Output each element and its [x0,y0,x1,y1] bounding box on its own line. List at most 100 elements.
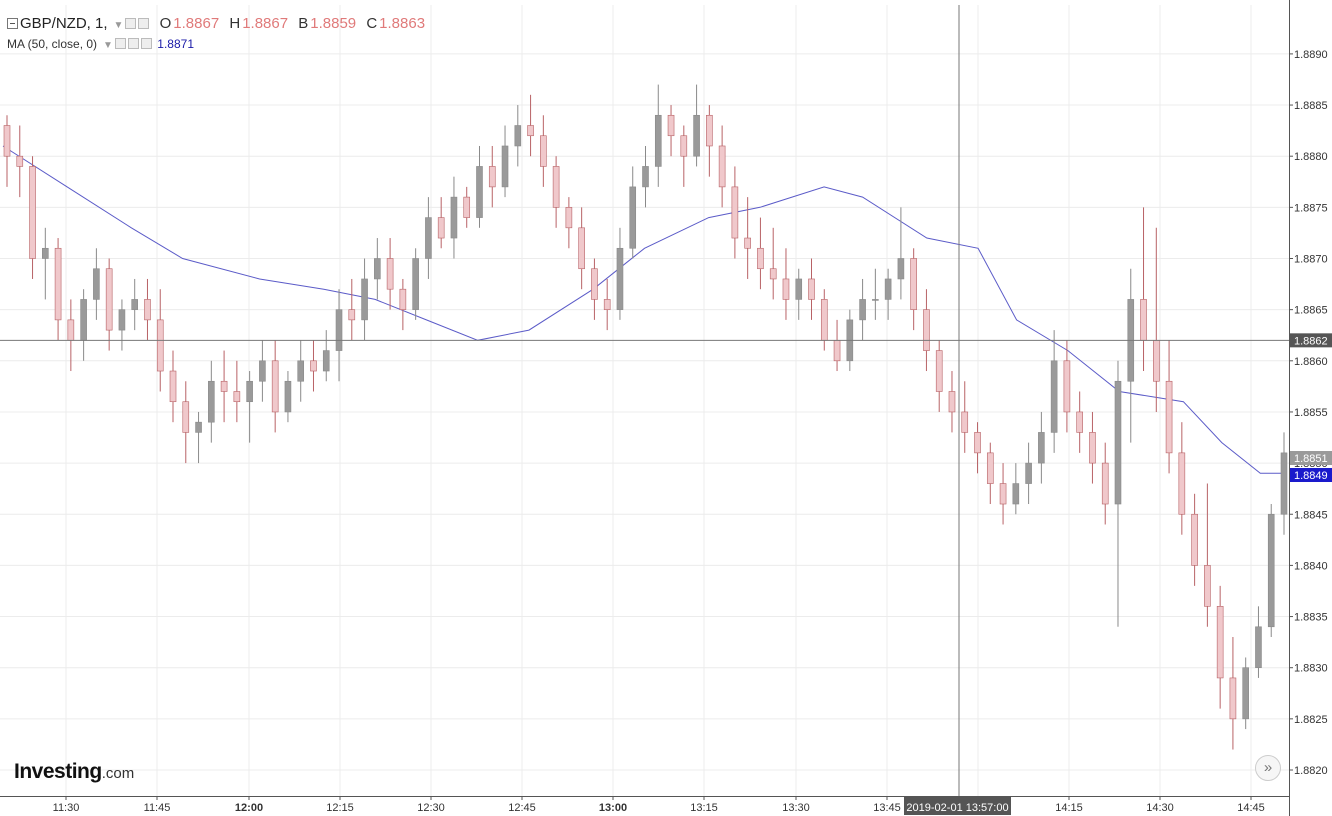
time-tick-label: 12:30 [417,802,445,814]
candle-up [412,248,419,320]
candle-up [1127,268,1135,443]
close-icon[interactable] [140,38,152,49]
chevron-down-icon[interactable]: ▼ [113,20,124,31]
candle-up [259,340,266,402]
candle-down [29,156,36,279]
candle-body [437,217,445,239]
candle-body [259,360,266,382]
candle-up [1267,504,1275,638]
close-label: C [366,15,378,32]
candle-up [93,248,100,320]
candle-body [667,114,675,137]
candle-body [1229,677,1237,720]
candle-body [872,299,879,301]
candle-body [386,258,394,290]
candle-up [476,145,483,228]
candle-down [463,186,471,228]
crosshair-price-badge-text: 1.8862 [1294,335,1328,347]
candle-down [348,278,356,341]
candle-body [1063,360,1071,413]
candle-up [195,411,202,464]
candle-body [131,299,138,310]
time-tick-label: 13:00 [599,802,627,814]
candle-down [169,350,177,423]
candle-body [220,380,228,392]
candle-up [859,278,866,341]
time-tick-label: 14:45 [1237,802,1265,814]
candle-down [833,319,841,372]
chevron-down-icon[interactable]: ▼ [103,40,113,51]
candle-body [348,309,356,321]
candle-up [872,268,879,320]
candle-body [795,278,803,300]
high-label: H [229,15,241,32]
candle-body [182,401,190,433]
candle-body [833,340,841,362]
scroll-to-latest-button[interactable]: » [1255,755,1281,781]
candle-down [948,371,956,433]
candle-body [527,125,534,137]
candle-down [233,360,241,423]
candle-body [1153,340,1160,382]
time-tick-label: 13:45 [873,802,901,814]
candle-down [386,238,394,310]
candle-body [1280,452,1288,515]
price-tick-label: 1.8865 [1294,305,1328,317]
candle-down [923,289,930,372]
gear-icon[interactable] [127,38,139,49]
bid-value: 1.8859 [310,15,357,32]
candle-down [540,115,547,187]
candle-down [67,299,75,372]
candle-body [718,145,726,188]
price-tick-label: 1.8845 [1294,509,1328,521]
candle-down [399,278,407,331]
eye-icon[interactable] [114,38,126,49]
candle-up [1255,606,1262,678]
candle-down [1216,585,1224,709]
crosshair-time-bg [904,797,1011,815]
candle-body [603,299,611,310]
candle-down [565,197,573,249]
candle-body [1012,483,1020,505]
price-tick-label: 1.8825 [1294,714,1328,726]
candle-up [42,227,49,300]
candle-down [935,340,943,412]
candle-body [1114,380,1122,505]
candle-up [897,207,905,300]
candle-up [1038,411,1045,484]
open-value: 1.8867 [173,15,220,32]
candle-up [1012,463,1020,515]
price-tick-label: 1.8835 [1294,612,1328,624]
gear-icon[interactable] [138,18,150,29]
candle-body [693,114,700,157]
candle-down [578,207,585,290]
candle-down [1229,637,1237,750]
candle-down [591,258,598,320]
candle-body [1025,462,1032,484]
candle-body [476,166,483,218]
collapse-icon[interactable] [7,18,18,29]
symbol-label[interactable]: GBP/NZD, 1, [20,15,108,32]
candle-body [961,411,969,433]
candle-body [29,166,36,259]
last-price-badge-bg [1290,451,1332,465]
candle-body [361,278,368,321]
candle-up [501,125,509,198]
candle-down [1140,207,1147,372]
eye-icon[interactable] [125,18,137,29]
ma-label[interactable]: MA (50, close, 0) [7,37,98,51]
candle-up [514,105,522,167]
candle-up [629,166,637,259]
ma-price-badge-bg [1290,468,1332,482]
candle-down [986,442,994,505]
candle-body [552,166,560,208]
candle-body [1089,432,1096,464]
candle-down [1178,422,1186,535]
time-tick-label: 11:45 [144,802,171,814]
candle-down [182,381,190,464]
candle-body [310,360,317,372]
candle-down [757,217,764,290]
price-tick-label: 1.8860 [1294,356,1328,368]
candle-body [297,360,305,382]
